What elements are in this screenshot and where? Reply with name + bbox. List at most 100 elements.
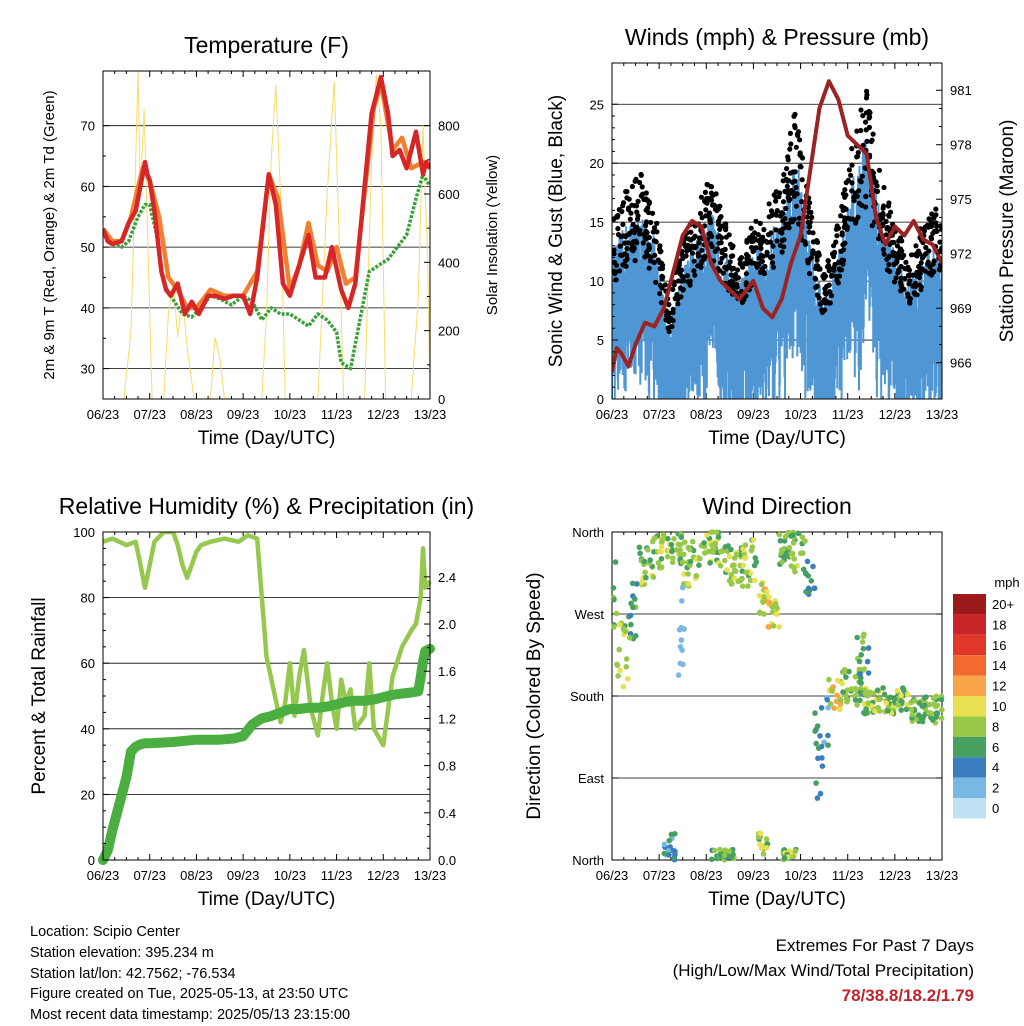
direction-point [685,571,691,577]
gust-point [918,260,924,266]
gust-point [852,190,858,196]
gust-point [797,137,803,143]
direction-point [789,550,796,557]
gust-point [784,166,790,172]
direction-point [786,544,793,551]
x-axis: 06/23 07/23 08/23 09/23 10/23 11/23 12/23 13/23… [596,532,958,910]
gust-point [634,209,640,215]
gust-point [863,193,869,199]
gust-point [902,275,908,282]
direction-point [834,692,840,699]
gust-point [937,262,942,268]
gust-point [779,249,785,255]
direction-point [881,691,888,698]
gust-point [903,259,909,265]
gust-point [683,243,689,250]
direction-point [742,542,749,548]
panel-winds: Winds (mph) & Pressure (mb) 06/23 07/23 08/… [546,24,1018,449]
y-axis-label: 2m & 9m T (Red, Orange) & 2m Td (Green) [41,90,58,379]
y-tick-label-right: 800 [438,119,460,134]
direction-point [766,594,772,600]
x-tick-label: 13/23 [414,868,447,883]
gust-point [842,218,848,224]
gust-point [753,245,760,251]
y-tick-label-right: 975 [950,192,972,207]
gust-point [704,182,711,188]
direction-point [846,668,852,675]
direction-point [709,542,716,549]
direction-point [665,535,671,542]
gust-point [787,196,793,202]
direction-point [675,541,682,547]
gust-point [654,220,660,226]
gust-point [907,296,913,302]
gust-point [914,273,920,279]
direction-point [772,601,779,607]
gust-point [780,210,786,216]
direction-point [696,562,702,568]
gust-point [761,227,767,233]
gust-point [895,270,901,276]
y-tick-label-right: 2.4 [438,570,456,585]
gust-point [804,214,810,220]
gust-point [632,227,638,233]
y-tick-label: 70 [81,119,95,134]
gust-point [702,189,709,195]
gust-point [777,190,783,196]
direction-point [681,551,687,558]
x-tick-label: 11/23 [832,407,864,422]
direction-point [779,559,785,565]
direction-point [933,702,940,709]
gust-point [723,227,729,233]
direction-point [900,687,907,693]
gust-point [793,144,799,150]
extremes-values: 78/38.8/18.2/1.79 [841,986,974,1005]
direction-point [709,549,716,555]
gust-point [764,239,770,245]
gust-point [773,212,780,218]
x-tick-label: 07/23 [643,407,676,422]
legend-label: 10 [992,699,1006,714]
gust-point [639,184,645,190]
gust-point [910,283,916,289]
recent-timestamp: Most recent data timestamp: 2025/05/13 2… [30,1007,351,1024]
y-tick-label: 5 [597,333,604,348]
gust-point [773,227,779,233]
direction-point [679,598,685,604]
legend-label: 4 [992,760,999,775]
direction-point [747,577,754,584]
gust-point [718,260,724,266]
legend-swatch [953,634,986,656]
gust-point [637,231,643,237]
gust-point [630,222,636,228]
direction-point [898,707,904,713]
gust-point [805,204,812,211]
gust-point [874,188,881,194]
gust-point [622,240,628,246]
y-tick-label-right: 966 [950,356,972,371]
direction-point [844,687,851,693]
direction-point [671,536,677,542]
direction-point [790,854,797,860]
gust-point [702,253,708,259]
direction-point [623,656,630,662]
gust-point [642,254,648,260]
gust-point [933,220,939,226]
direction-point [792,848,799,854]
gust-point [893,275,899,281]
gust-point [787,146,793,152]
legend-label: 0 [992,801,999,816]
series-temperature-2m [103,74,430,317]
direction-point [839,680,845,687]
gust-point [698,194,705,200]
direction-point [898,692,904,699]
direction-point [921,702,928,709]
gust-point [937,239,942,245]
gust-point [706,210,713,216]
gust-point [806,271,813,277]
direction-point [781,545,788,552]
gust-point [641,231,647,237]
y-tick-label-right: 400 [438,255,460,270]
x-tick-label: 06/23 [596,407,629,422]
gust-point [887,241,893,247]
